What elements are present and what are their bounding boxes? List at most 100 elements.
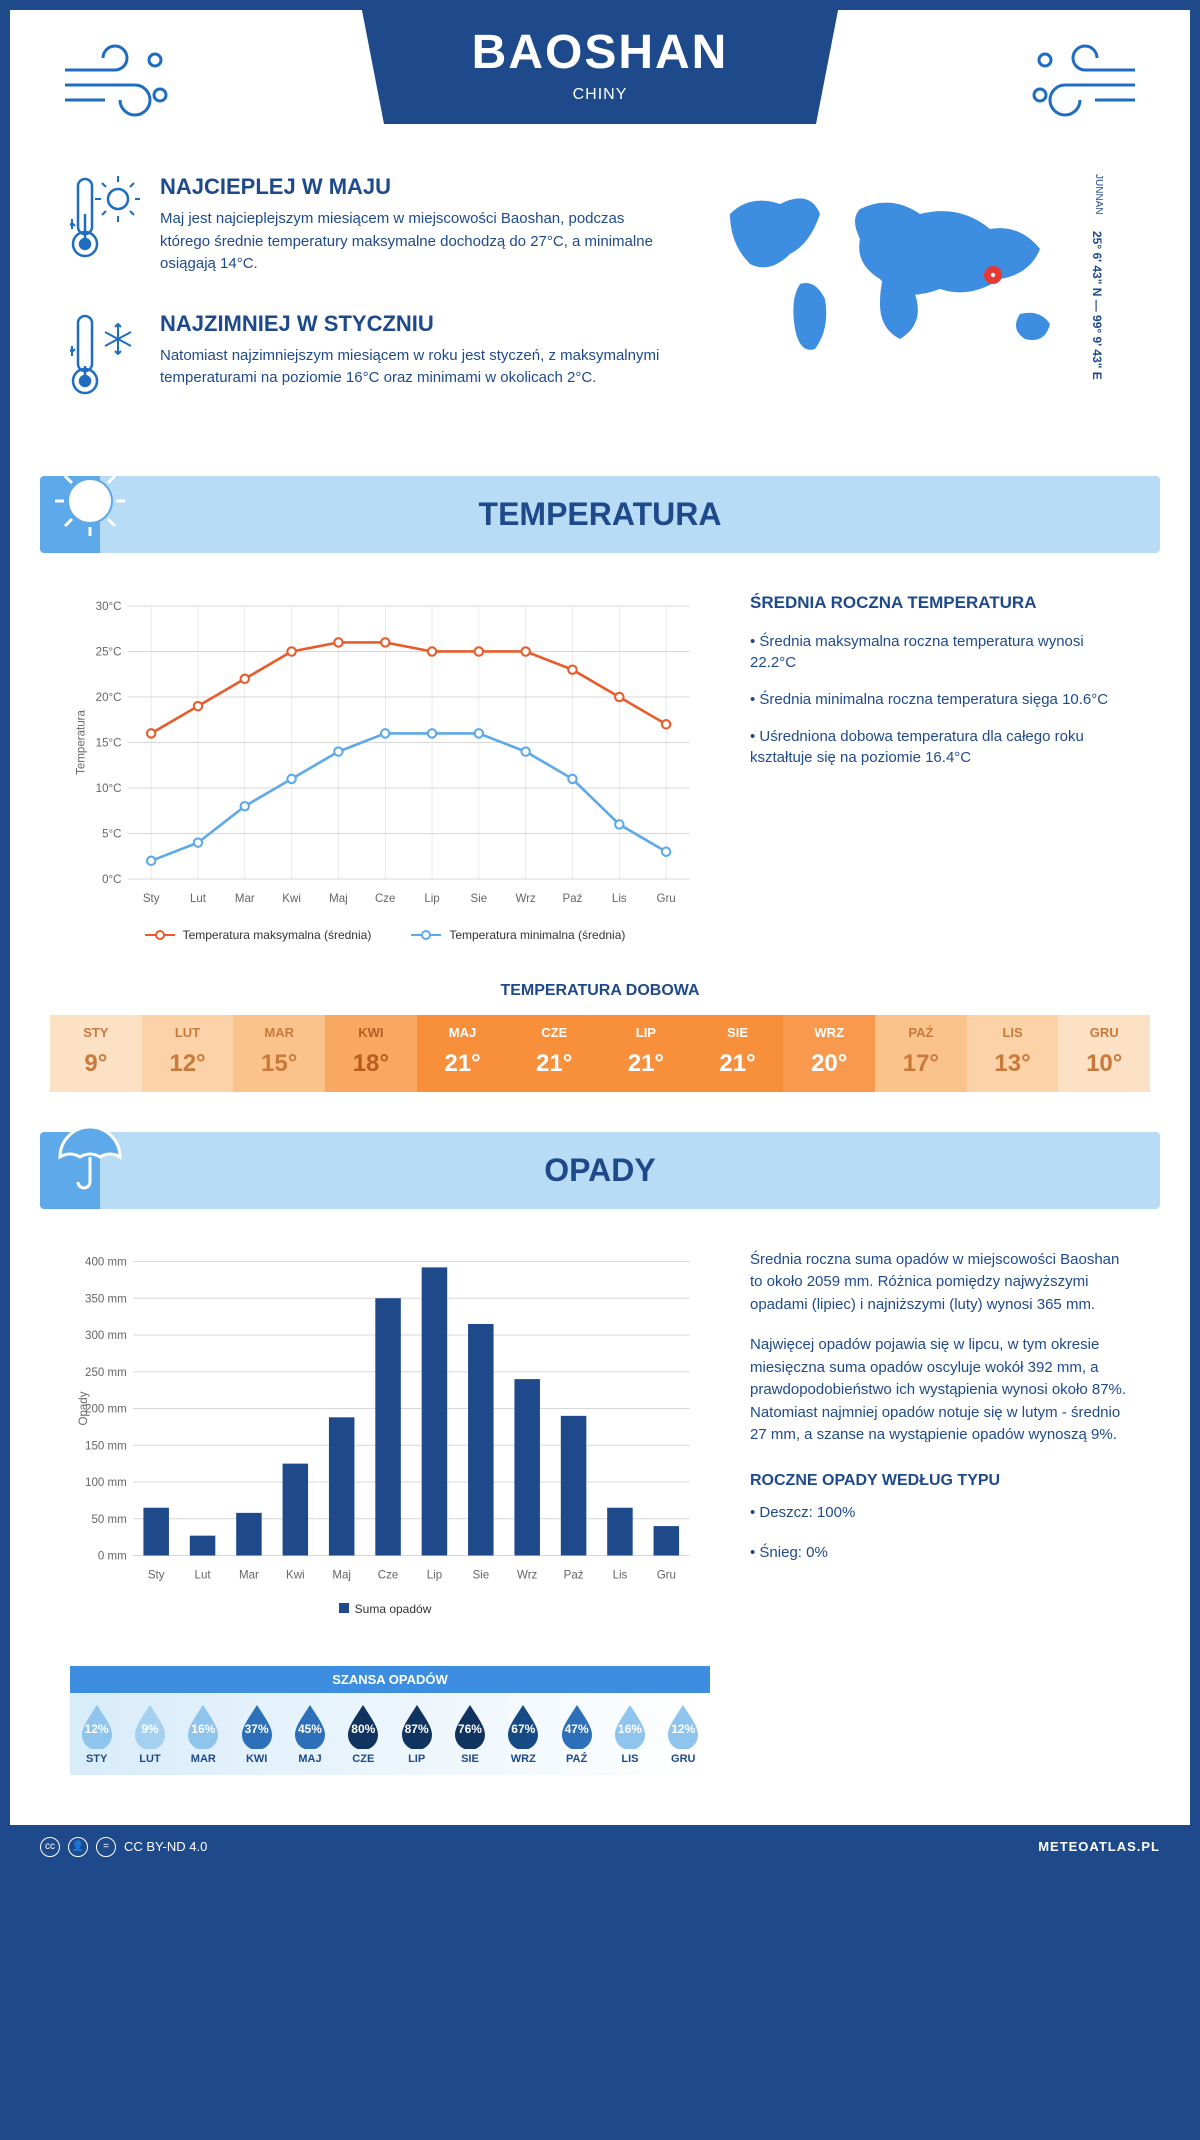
svg-text:0 mm: 0 mm bbox=[98, 1550, 127, 1562]
chance-cell: 12%STY bbox=[70, 1703, 123, 1765]
svg-text:15°C: 15°C bbox=[96, 737, 122, 749]
svg-text:Paź: Paź bbox=[563, 893, 583, 905]
daily-cell: SIE21° bbox=[692, 1015, 784, 1092]
temp-summary: ŚREDNIA ROCZNA TEMPERATURA • Średnia mak… bbox=[750, 593, 1130, 942]
coldest-title: NAJZIMNIEJ W STYCZNIU bbox=[160, 311, 670, 337]
chance-cell: 16%MAR bbox=[177, 1703, 230, 1765]
chance-cell: 37%KWI bbox=[230, 1703, 283, 1765]
svg-text:Cze: Cze bbox=[378, 1569, 399, 1581]
wind-icon-left bbox=[60, 40, 190, 120]
rain-type-bullet: • Deszcz: 100% bbox=[750, 1502, 1130, 1525]
svg-text:400 mm: 400 mm bbox=[85, 1256, 127, 1268]
rain-p1: Średnia roczna suma opadów w miejscowośc… bbox=[750, 1249, 1130, 1317]
svg-text:Lis: Lis bbox=[612, 893, 627, 905]
chance-cell: 67%WRZ bbox=[497, 1703, 550, 1765]
temp-bullet: • Uśredniona dobowa temperatura dla całe… bbox=[750, 726, 1130, 768]
warmest-block: NAJCIEPLEJ W MAJU Maj jest najcieplejszy… bbox=[70, 174, 670, 276]
svg-text:Maj: Maj bbox=[329, 893, 348, 905]
nd-icon: = bbox=[96, 1837, 116, 1857]
chance-title: SZANSA OPADÓW bbox=[70, 1666, 710, 1693]
temp-bullet: • Średnia maksymalna roczna temperatura … bbox=[750, 631, 1130, 673]
temp-section-banner: TEMPERATURA bbox=[40, 476, 1160, 553]
warmest-title: NAJCIEPLEJ W MAJU bbox=[160, 174, 670, 200]
svg-text:Sty: Sty bbox=[148, 1569, 165, 1581]
svg-text:Kwi: Kwi bbox=[286, 1569, 305, 1581]
chance-cell: 12%GRU bbox=[657, 1703, 710, 1765]
rain-type-title: ROCZNE OPADY WEDŁUG TYPU bbox=[750, 1472, 1130, 1490]
svg-text:100 mm: 100 mm bbox=[85, 1477, 127, 1489]
daily-cell: KWI18° bbox=[325, 1015, 417, 1092]
daily-temp-table: STY9°LUT12°MAR15°KWI18°MAJ21°CZE21°LIP21… bbox=[50, 1015, 1150, 1092]
rain-chance-table: SZANSA OPADÓW 12%STY9%LUT16%MAR37%KWI45%… bbox=[70, 1666, 710, 1775]
svg-text:10°C: 10°C bbox=[96, 783, 122, 795]
svg-text:Maj: Maj bbox=[332, 1569, 351, 1581]
legend-min: Temperatura minimalna (średnia) bbox=[449, 928, 625, 942]
svg-text:Gru: Gru bbox=[657, 1569, 676, 1581]
thermometer-sun-icon bbox=[70, 174, 140, 264]
country-name: CHINY bbox=[460, 86, 740, 104]
world-map bbox=[710, 174, 1090, 374]
map-wrap: JUNNAN 25° 6' 43" N — 99° 9' 43" E bbox=[710, 174, 1130, 436]
daily-cell: MAR15° bbox=[233, 1015, 325, 1092]
daily-cell: MAJ21° bbox=[417, 1015, 509, 1092]
daily-cell: CZE21° bbox=[508, 1015, 600, 1092]
temp-section-title: TEMPERATURA bbox=[479, 496, 722, 532]
svg-text:Sie: Sie bbox=[471, 893, 488, 905]
rain-summary: Średnia roczna suma opadów w miejscowośc… bbox=[750, 1249, 1130, 1616]
svg-text:200 mm: 200 mm bbox=[85, 1403, 127, 1415]
rain-section-banner: OPADY bbox=[40, 1132, 1160, 1209]
svg-text:Temperatura: Temperatura bbox=[76, 709, 88, 774]
daily-cell: LIP21° bbox=[600, 1015, 692, 1092]
svg-text:Wrz: Wrz bbox=[517, 1569, 538, 1581]
svg-text:20°C: 20°C bbox=[96, 692, 122, 704]
info-section: NAJCIEPLEJ W MAJU Maj jest najcieplejszy… bbox=[10, 144, 1190, 476]
svg-text:Sie: Sie bbox=[472, 1569, 489, 1581]
chance-cell: 47%PAŹ bbox=[550, 1703, 603, 1765]
chance-cell: 45%MAJ bbox=[283, 1703, 336, 1765]
license: cc 👤 = CC BY-ND 4.0 bbox=[40, 1837, 207, 1857]
temperature-line-chart: 0°C5°C10°C15°C20°C25°C30°CStyLutMarKwiMa… bbox=[70, 593, 700, 913]
svg-text:350 mm: 350 mm bbox=[85, 1293, 127, 1305]
city-name: BAOSHAN bbox=[460, 25, 740, 80]
footer: cc 👤 = CC BY-ND 4.0 METEOATLAS.PL bbox=[10, 1825, 1190, 1869]
daily-cell: WRZ20° bbox=[783, 1015, 875, 1092]
daily-cell: LIS13° bbox=[967, 1015, 1059, 1092]
svg-text:30°C: 30°C bbox=[96, 601, 122, 613]
legend-max: Temperatura maksymalna (średnia) bbox=[183, 928, 372, 942]
chance-cell: 76%SIE bbox=[443, 1703, 496, 1765]
coords-label: 25° 6' 43" N — 99° 9' 43" E bbox=[1090, 221, 1104, 380]
svg-text:0°C: 0°C bbox=[102, 874, 121, 886]
svg-text:300 mm: 300 mm bbox=[85, 1330, 127, 1342]
by-icon: 👤 bbox=[68, 1837, 88, 1857]
warmest-text: Maj jest najcieplejszym miesiącem w miej… bbox=[160, 208, 670, 276]
coldest-text: Natomiast najzimniejszym miesiącem w rok… bbox=[160, 345, 670, 390]
daily-cell: GRU10° bbox=[1058, 1015, 1150, 1092]
header: BAOSHAN CHINY bbox=[10, 10, 1190, 144]
temp-area: 0°C5°C10°C15°C20°C25°C30°CStyLutMarKwiMa… bbox=[10, 553, 1190, 972]
daily-cell: LUT12° bbox=[142, 1015, 234, 1092]
precipitation-bar-chart: 0 mm50 mm100 mm150 mm200 mm250 mm300 mm3… bbox=[70, 1249, 700, 1589]
chance-cell: 80%CZE bbox=[337, 1703, 390, 1765]
sun-icon bbox=[50, 461, 130, 541]
svg-text:Mar: Mar bbox=[239, 1569, 259, 1581]
rain-legend-label: Suma opadów bbox=[355, 1602, 432, 1616]
svg-text:250 mm: 250 mm bbox=[85, 1366, 127, 1378]
umbrella-icon bbox=[50, 1117, 130, 1197]
rain-section-title: OPADY bbox=[544, 1152, 655, 1188]
chance-cell: 16%LIS bbox=[603, 1703, 656, 1765]
svg-text:Mar: Mar bbox=[235, 893, 255, 905]
svg-text:Lip: Lip bbox=[424, 893, 439, 905]
infographic-page: BAOSHAN CHINY bbox=[0, 0, 1200, 1879]
svg-text:Wrz: Wrz bbox=[516, 893, 537, 905]
temp-summary-title: ŚREDNIA ROCZNA TEMPERATURA bbox=[750, 593, 1130, 613]
rain-area: 0 mm50 mm100 mm150 mm200 mm250 mm300 mm3… bbox=[10, 1209, 1190, 1646]
thermometer-snow-icon bbox=[70, 311, 140, 401]
svg-text:Lis: Lis bbox=[613, 1569, 628, 1581]
rain-p2: Najwięcej opadów pojawia się w lipcu, w … bbox=[750, 1334, 1130, 1447]
svg-text:Lut: Lut bbox=[190, 893, 207, 905]
svg-text:150 mm: 150 mm bbox=[85, 1440, 127, 1452]
svg-text:Paź: Paź bbox=[564, 1569, 584, 1581]
daily-cell: STY9° bbox=[50, 1015, 142, 1092]
chance-cell: 87%LIP bbox=[390, 1703, 443, 1765]
chance-cell: 9%LUT bbox=[123, 1703, 176, 1765]
